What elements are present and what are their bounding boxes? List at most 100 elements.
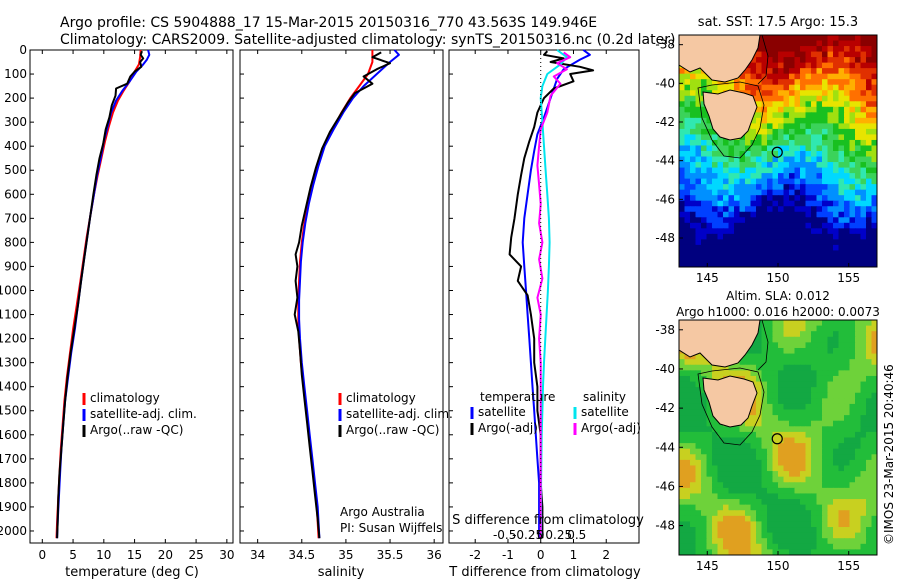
map-cell xyxy=(772,73,779,80)
depth-tick-label: 900 xyxy=(4,259,27,273)
map-cell xyxy=(844,370,851,377)
map-cell xyxy=(761,426,768,433)
map-cell xyxy=(838,515,845,523)
map-cell xyxy=(750,139,757,147)
map-cell xyxy=(833,57,840,64)
map-cell xyxy=(789,476,796,483)
map-cell xyxy=(767,415,774,422)
map-cell xyxy=(778,398,785,405)
map-cell xyxy=(750,134,757,141)
map-cell xyxy=(717,156,724,163)
map-cell xyxy=(772,250,779,257)
map-cell xyxy=(794,222,801,229)
map-cell xyxy=(750,117,757,124)
map-cell xyxy=(761,420,768,427)
map-cell xyxy=(783,162,790,169)
map-cell xyxy=(794,79,801,86)
map-cell xyxy=(844,233,851,240)
map-cell xyxy=(756,151,763,158)
map-cell xyxy=(871,217,877,224)
map-cell xyxy=(794,139,801,147)
map-cell xyxy=(811,145,818,152)
map-cell xyxy=(728,239,735,246)
sst-coastline xyxy=(679,35,769,159)
map-cell xyxy=(712,364,719,371)
map-cell xyxy=(844,325,851,332)
map-cell xyxy=(833,233,840,240)
map-cell xyxy=(695,487,702,495)
map-cell xyxy=(849,90,856,97)
map-cell xyxy=(811,359,818,366)
map-cell xyxy=(761,521,768,528)
sla-coastline xyxy=(679,320,769,446)
map-cell xyxy=(855,195,862,202)
map-cell xyxy=(800,347,807,355)
map-cell xyxy=(800,95,807,102)
map-cell xyxy=(679,112,686,119)
map-cell xyxy=(811,504,818,511)
map-cell xyxy=(701,443,708,450)
map-cell xyxy=(822,443,829,450)
map-cell xyxy=(838,178,845,185)
map-cell xyxy=(712,510,719,517)
map-cell xyxy=(684,353,691,360)
map-cell xyxy=(734,167,741,174)
map-cell xyxy=(739,515,746,523)
map-cell xyxy=(789,364,796,371)
map-cell xyxy=(706,510,713,517)
map-cell xyxy=(679,250,686,257)
map-cell xyxy=(750,156,757,163)
map-cell xyxy=(767,217,774,224)
legend-title: temperature xyxy=(480,390,555,404)
map-cell xyxy=(816,482,823,489)
map-cell xyxy=(871,184,877,191)
map-cell xyxy=(833,195,840,202)
map-cell xyxy=(767,184,774,191)
map-cell xyxy=(684,532,691,539)
map-cell xyxy=(805,493,812,500)
map-cell xyxy=(728,255,735,263)
map-cell xyxy=(849,57,856,64)
map-cell xyxy=(871,375,877,383)
map-cell xyxy=(855,139,862,147)
map-cell xyxy=(844,195,851,202)
map-cell xyxy=(750,420,757,427)
map-cell xyxy=(811,459,818,467)
map-cell xyxy=(811,184,818,191)
map-cell xyxy=(866,35,873,42)
map-cell xyxy=(844,420,851,427)
map-cell xyxy=(684,195,691,202)
map-cell xyxy=(794,543,801,551)
map-cell xyxy=(860,134,867,141)
map-cell xyxy=(827,51,834,58)
map-cell xyxy=(838,35,845,42)
map-cell xyxy=(679,499,686,506)
map-cell xyxy=(778,320,785,327)
map-cell xyxy=(734,228,741,235)
map-cell xyxy=(800,364,807,371)
map-cell xyxy=(717,493,724,500)
map-cell xyxy=(827,538,834,545)
map-cell xyxy=(866,392,873,399)
map-cell xyxy=(833,476,840,483)
map-cell xyxy=(750,527,757,534)
map-cell xyxy=(805,79,812,86)
map-cell xyxy=(844,392,851,399)
map-cell xyxy=(855,151,862,158)
map-cell xyxy=(855,106,862,113)
map-cell xyxy=(690,167,697,174)
map-cell xyxy=(822,46,829,53)
map-cell xyxy=(844,184,851,191)
map-cell xyxy=(855,134,862,141)
map-cell xyxy=(772,521,779,528)
map-cell xyxy=(860,222,867,229)
map-cell xyxy=(838,228,845,235)
map-cell xyxy=(838,493,845,500)
map-cell xyxy=(849,437,856,444)
map-cell xyxy=(778,448,785,455)
map-cell xyxy=(690,173,697,180)
map-cell xyxy=(745,173,752,180)
map-cell xyxy=(789,471,796,478)
map-cell xyxy=(701,521,708,528)
map-cell xyxy=(794,84,801,91)
